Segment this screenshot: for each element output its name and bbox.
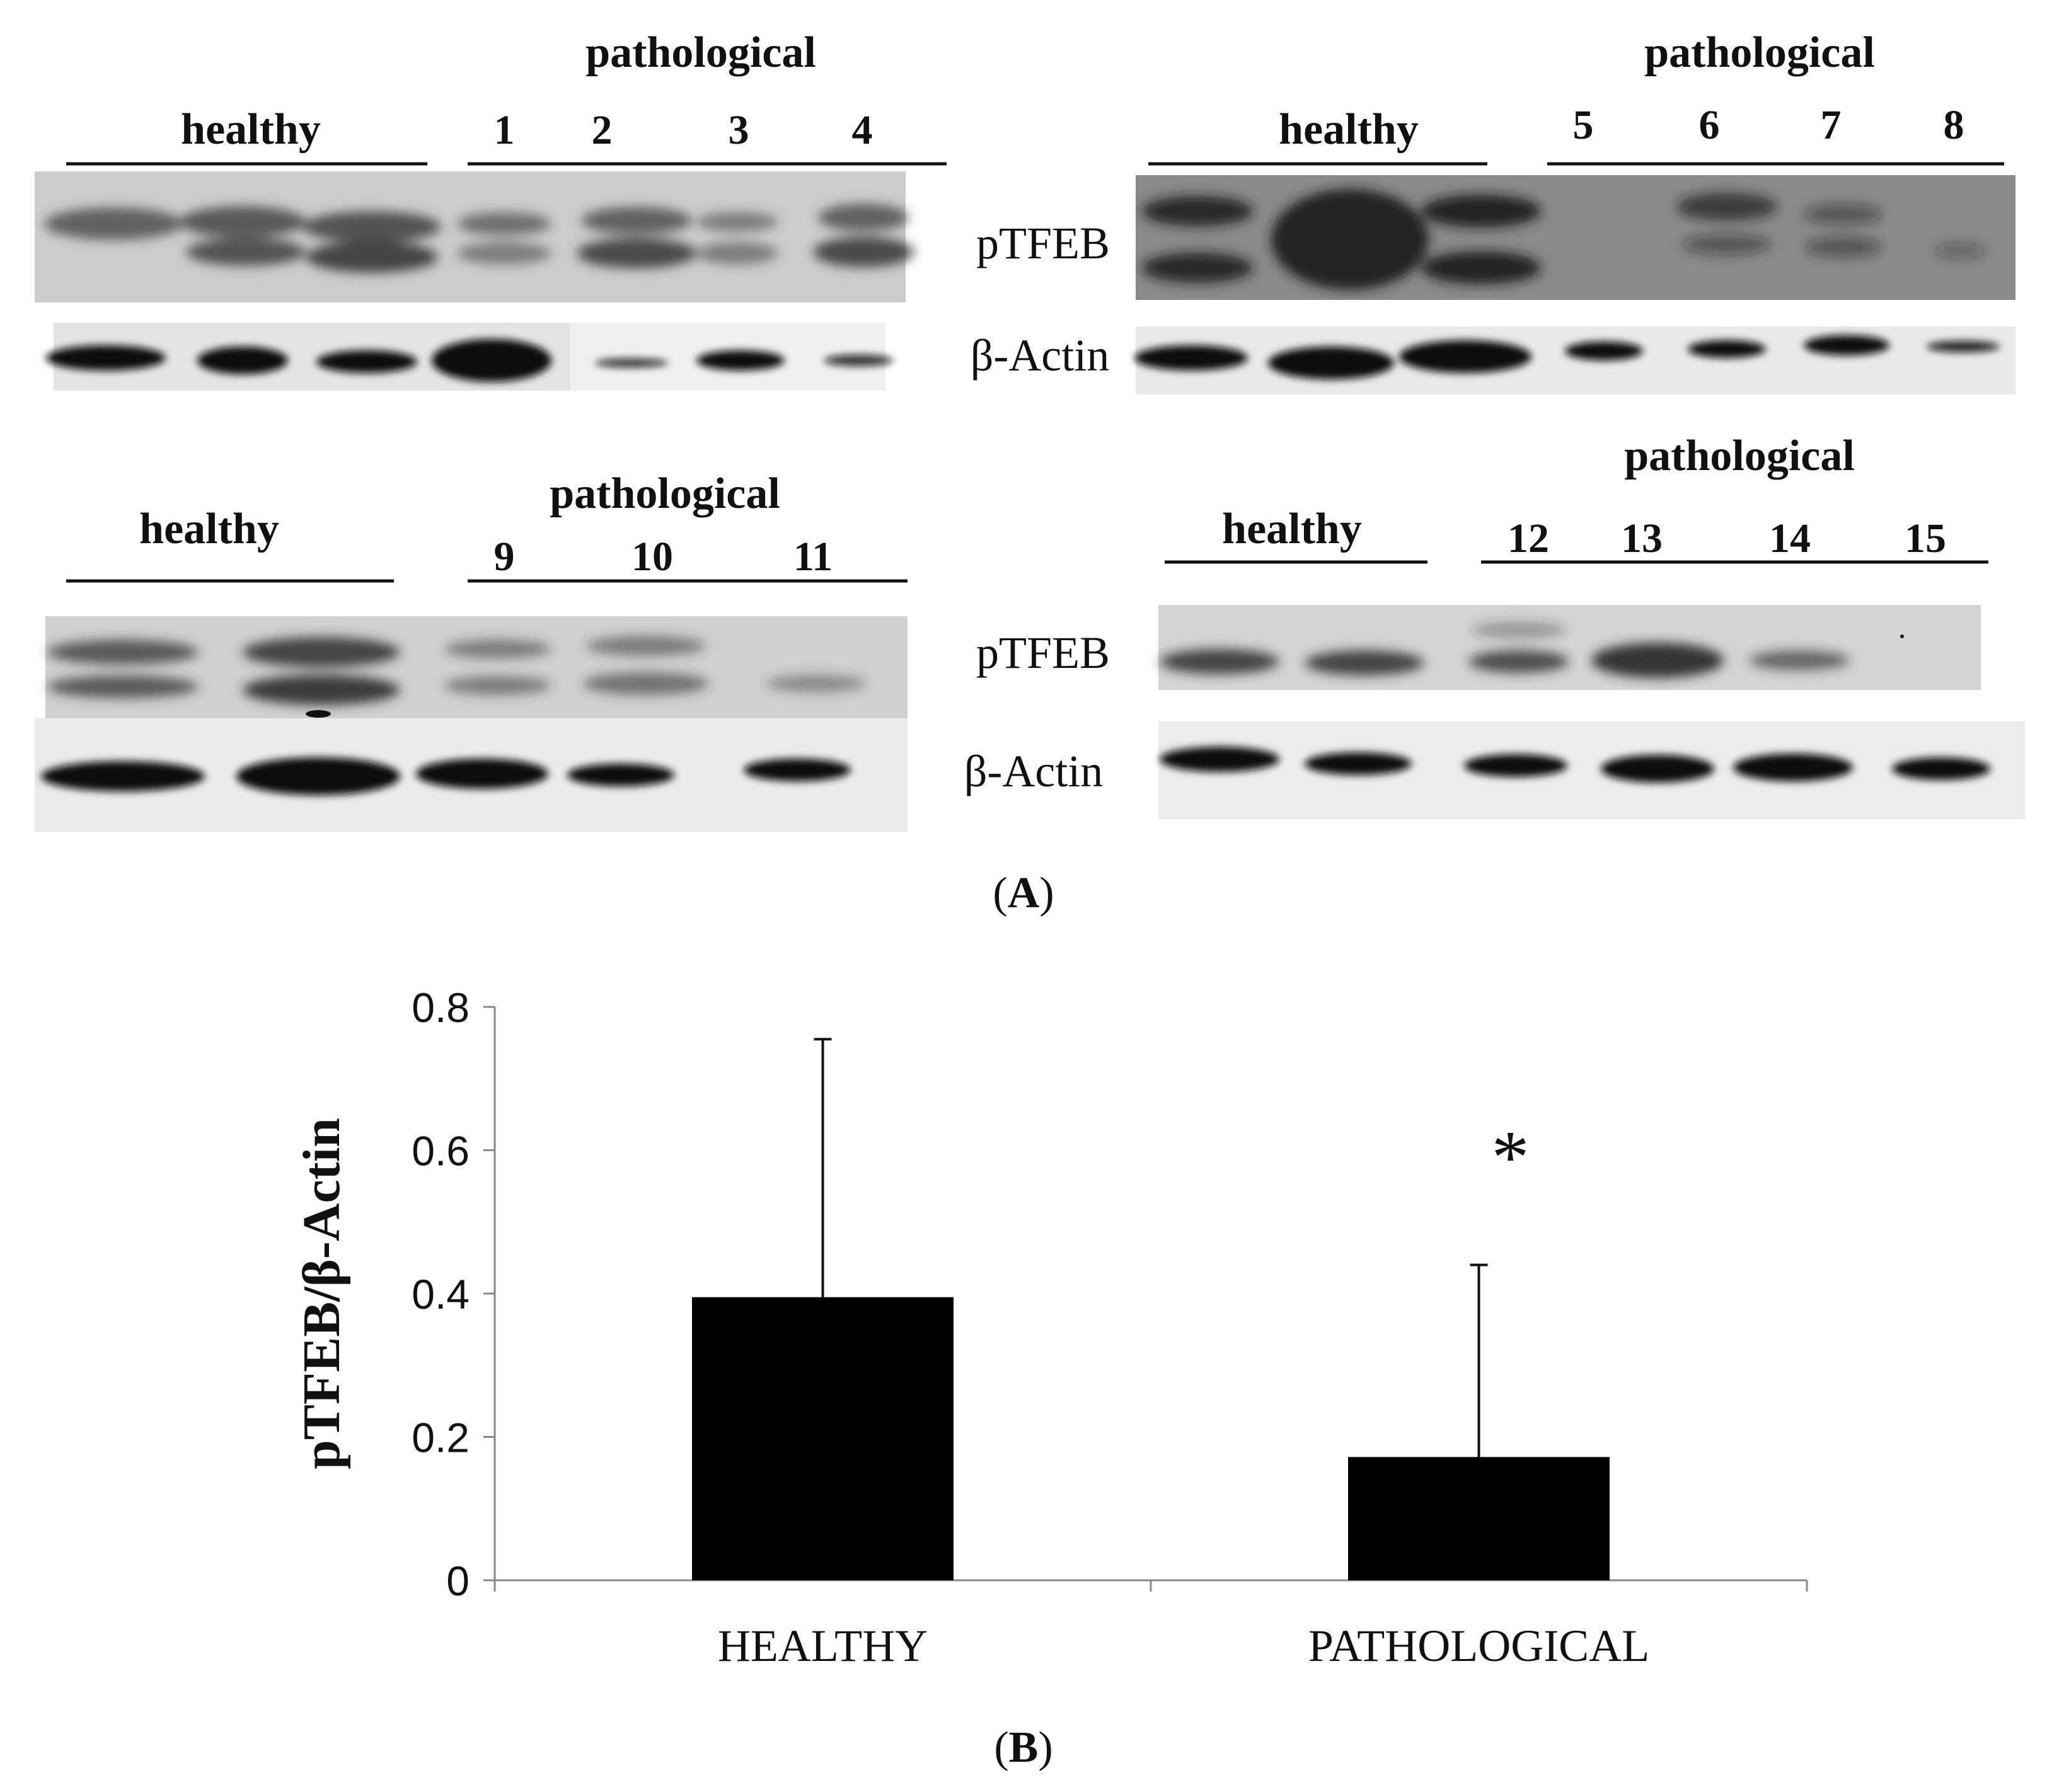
category-labels: HEALTHY PATHOLOGICAL [718, 1621, 1649, 1671]
blot-1-healthy-label: healthy [181, 105, 321, 154]
blot-2: pathological healthy 5 6 7 8 [1134, 28, 2015, 394]
blot-3-pathological-label: pathological [550, 469, 780, 518]
blot-4-pathological-label: pathological [1624, 432, 1855, 480]
x-axis-ticks [493, 1580, 1808, 1592]
blot-4-lane-label: 14 [1769, 515, 1811, 561]
row-label-ptfeb: pTFEB [976, 628, 1110, 678]
blot-2-lane-label: 8 [1944, 102, 1964, 148]
category-label: HEALTHY [718, 1621, 928, 1671]
blot-2-lane-label: 6 [1699, 102, 1720, 148]
blot-3-ptfeb-membrane [45, 616, 908, 718]
panel-b: 0 0.2 0.4 0.6 0.8 HEALTHY PATHOLOGICAL * pTFE… [292, 984, 1808, 1772]
blot-2-lane-label: 7 [1821, 102, 1842, 148]
blot-4-healthy-label: healthy [1222, 505, 1362, 553]
y-tick-label: 0.8 [412, 984, 470, 1031]
bar-healthy [692, 1297, 954, 1580]
row-label-actin: β-Actin [971, 330, 1110, 381]
blot-2-pathological-label: pathological [1644, 28, 1875, 77]
blot-4-ptfeb-membrane [1158, 605, 1981, 690]
blot-2-ptfeb-membrane [1136, 175, 2015, 300]
blot-4: pathological healthy 12 13 14 15 [1158, 432, 2025, 819]
blot-3-lane-label: 11 [793, 534, 833, 580]
blot-1-pathological-label: pathological [585, 28, 816, 77]
blot-1: pathological healthy 1 2 3 4 [35, 28, 947, 391]
blot-1-lane-label: 4 [852, 107, 873, 153]
blot-3-lane-label: 10 [631, 534, 673, 580]
blot-1-lane-label: 2 [592, 107, 613, 153]
blot-4-lane-label: 12 [1508, 515, 1549, 561]
panel-b-caption: (B) [994, 1723, 1052, 1772]
bar-pathological [1348, 1457, 1610, 1580]
blot-4-actin-membrane [1158, 721, 2025, 819]
y-tick-label: 0.2 [412, 1415, 470, 1461]
blot-1-lane-label: 1 [494, 107, 515, 153]
blot-2-actin-membrane [1134, 326, 2015, 394]
blot-3: pathological healthy 9 10 11 [35, 469, 908, 832]
blot-3-actin-membrane [35, 710, 908, 832]
panel-a-caption: (A) [993, 869, 1054, 917]
blot-1-lane-label: 3 [729, 107, 749, 153]
bars [692, 1297, 1610, 1580]
blot-2-lane-label: 5 [1573, 102, 1594, 148]
membrane-artifact [306, 710, 331, 718]
blot-1-ptfeb-membrane [35, 171, 914, 302]
blot-4-lane-label: 13 [1621, 515, 1663, 561]
y-axis-label: pTFEB/β-Actin [292, 1118, 351, 1469]
blot-3-healthy-label: healthy [139, 505, 279, 553]
significance-marker: * [1492, 1115, 1530, 1199]
blot-4-lane-label: 15 [1905, 515, 1946, 561]
blot-3-lane-label: 9 [494, 534, 515, 580]
row-label-ptfeb: pTFEB [976, 218, 1110, 268]
blot-2-healthy-label: healthy [1279, 105, 1419, 154]
y-tick-label: 0.4 [412, 1271, 470, 1318]
y-axis-ticks: 0 0.2 0.4 0.6 0.8 [412, 984, 495, 1604]
row-label-actin: β-Actin [964, 746, 1104, 796]
y-tick-label: 0.6 [412, 1128, 470, 1175]
category-label: PATHOLOGICAL [1308, 1621, 1649, 1671]
blot-1-actin-membrane [46, 323, 893, 391]
error-bars [814, 1038, 1488, 1457]
y-tick-label: 0 [446, 1558, 470, 1604]
panel-a: pathological healthy 1 2 3 4 [35, 28, 2025, 917]
